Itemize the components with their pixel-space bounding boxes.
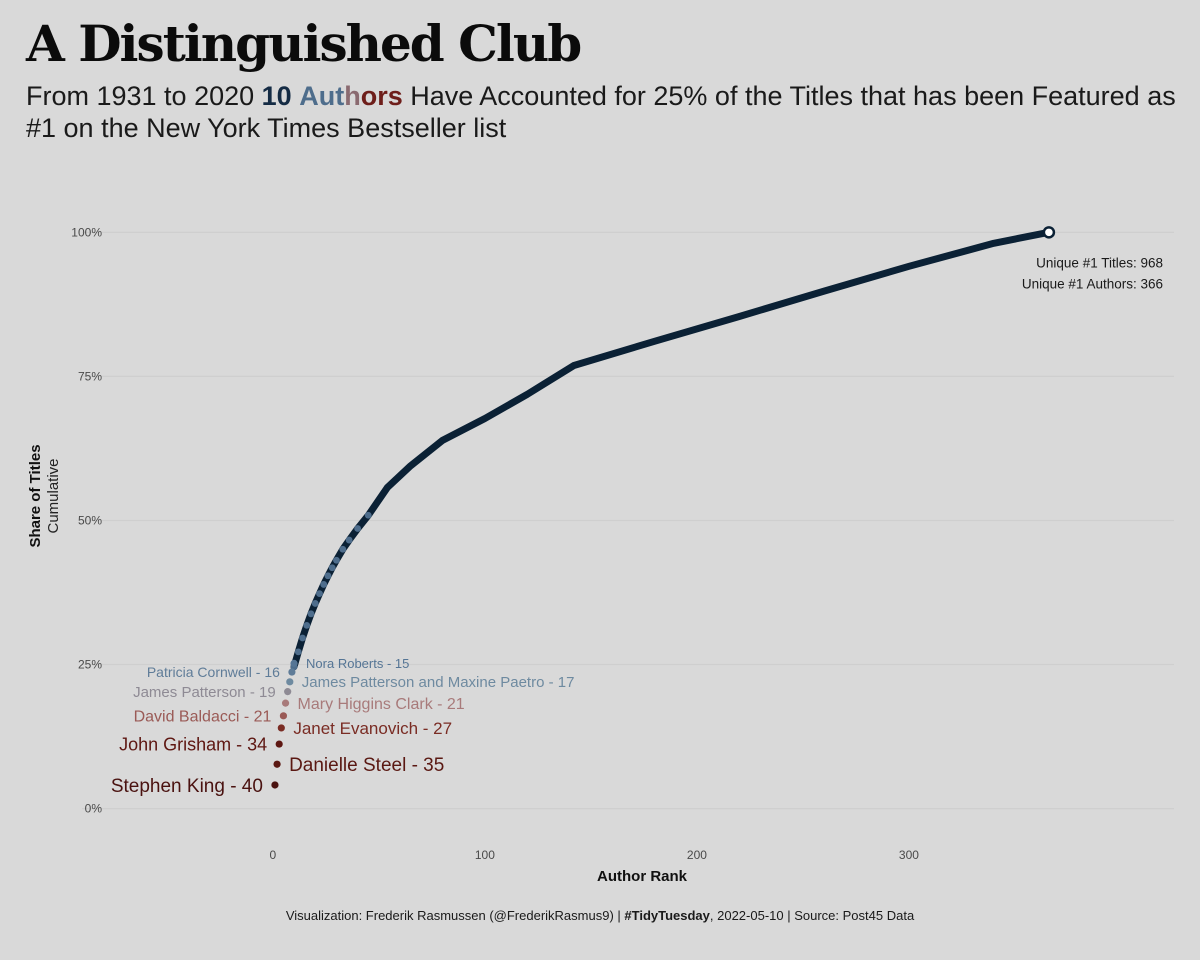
top-author-point xyxy=(279,712,288,720)
author-point xyxy=(354,525,362,532)
top-author-point xyxy=(281,699,290,707)
author-label: Janet Evanovich - 27 xyxy=(293,719,452,738)
author-point xyxy=(294,648,302,656)
subtitle-suffix: Have Accounted for 25% of the Titles tha… xyxy=(26,81,1176,143)
author-labels: Stephen King - 40 Danielle Steel - 35 John… xyxy=(111,656,575,797)
top-author-point xyxy=(277,724,285,732)
top-author-point xyxy=(288,668,296,676)
author-point xyxy=(307,610,315,618)
subtitle-authors-word: Authors xyxy=(299,81,403,111)
y-tick-label: 50% xyxy=(78,513,102,527)
caption-hashtag: #TidyTuesday xyxy=(624,908,710,923)
y-tick-label: 25% xyxy=(78,658,102,672)
author-point xyxy=(333,556,340,564)
author-point xyxy=(339,545,347,553)
subtitle-authors-part-1: Aut xyxy=(299,81,345,111)
top-author-point xyxy=(284,688,292,696)
author-point xyxy=(299,634,306,642)
gridlines xyxy=(82,231,1174,810)
caption-suffix: , 2022-05-10 | Source: Post45 Data xyxy=(709,908,915,923)
author-label: Nora Roberts - 15 xyxy=(306,656,409,671)
author-point xyxy=(324,572,332,580)
author-point xyxy=(316,590,323,598)
top-author-point xyxy=(290,659,298,667)
y-tick-label: 100% xyxy=(71,225,102,239)
author-point xyxy=(364,511,372,519)
author-point xyxy=(303,621,311,629)
author-label: David Baldacci - 21 xyxy=(134,709,272,726)
x-axis-ticks: 0 100 200 300 xyxy=(269,848,919,862)
chart-subtitle: From 1931 to 2020 10 Authors Have Accoun… xyxy=(26,80,1186,144)
y-tick-label: 75% xyxy=(78,369,102,383)
author-label: Mary Higgins Clark - 21 xyxy=(298,696,465,713)
author-label: John Grisham - 34 xyxy=(119,735,267,755)
subtitle-prefix: From 1931 to 2020 xyxy=(26,81,262,111)
x-tick-label: 300 xyxy=(899,848,919,862)
top-author-point xyxy=(271,781,279,789)
end-point-marker xyxy=(1042,226,1056,239)
y-axis-title: Share of Titles xyxy=(27,444,44,547)
subtitle-authors-part-3: ors xyxy=(360,81,403,111)
end-annotation: Unique #1 Authors: 366 xyxy=(1022,276,1163,291)
end-annotations: Unique #1 Titles: 968 Unique #1 Authors: … xyxy=(1022,255,1163,291)
cumulative-series xyxy=(271,226,1056,789)
y-axis-subtitle: Cumulative xyxy=(45,458,62,533)
top-author-point xyxy=(286,678,294,686)
subtitle-number: 10 xyxy=(261,81,292,111)
chart-title: A Distinguished Club xyxy=(26,14,582,73)
x-axis-title: Author Rank xyxy=(597,868,688,885)
author-point xyxy=(311,600,319,607)
author-point xyxy=(345,536,353,544)
author-label: James Patterson - 19 xyxy=(133,684,276,701)
top-author-point xyxy=(275,740,283,748)
subtitle-authors-part-2: h xyxy=(344,81,361,111)
top-author-point xyxy=(273,760,281,768)
author-label: James Patterson and Maxine Paetro - 17 xyxy=(302,674,575,691)
y-axis-ticks: 0% 25% 50% 75% 100% xyxy=(71,225,102,815)
cumulative-line xyxy=(290,228,1053,671)
x-tick-label: 100 xyxy=(475,848,495,862)
y-tick-label: 0% xyxy=(85,802,103,816)
end-annotation: Unique #1 Titles: 968 xyxy=(1036,255,1163,270)
author-label: Stephen King - 40 xyxy=(111,776,263,797)
caption-prefix: Visualization: Frederik Rasmussen (@Fred… xyxy=(285,908,625,923)
author-label: Danielle Steel - 35 xyxy=(289,755,444,776)
author-point xyxy=(320,581,328,588)
author-point xyxy=(328,564,336,572)
x-tick-label: 200 xyxy=(687,848,707,862)
author-label: Patricia Cornwell - 16 xyxy=(147,664,280,680)
x-tick-label: 0 xyxy=(269,848,276,862)
caption: Visualization: Frederik Rasmussen (@Fred… xyxy=(0,908,1200,923)
